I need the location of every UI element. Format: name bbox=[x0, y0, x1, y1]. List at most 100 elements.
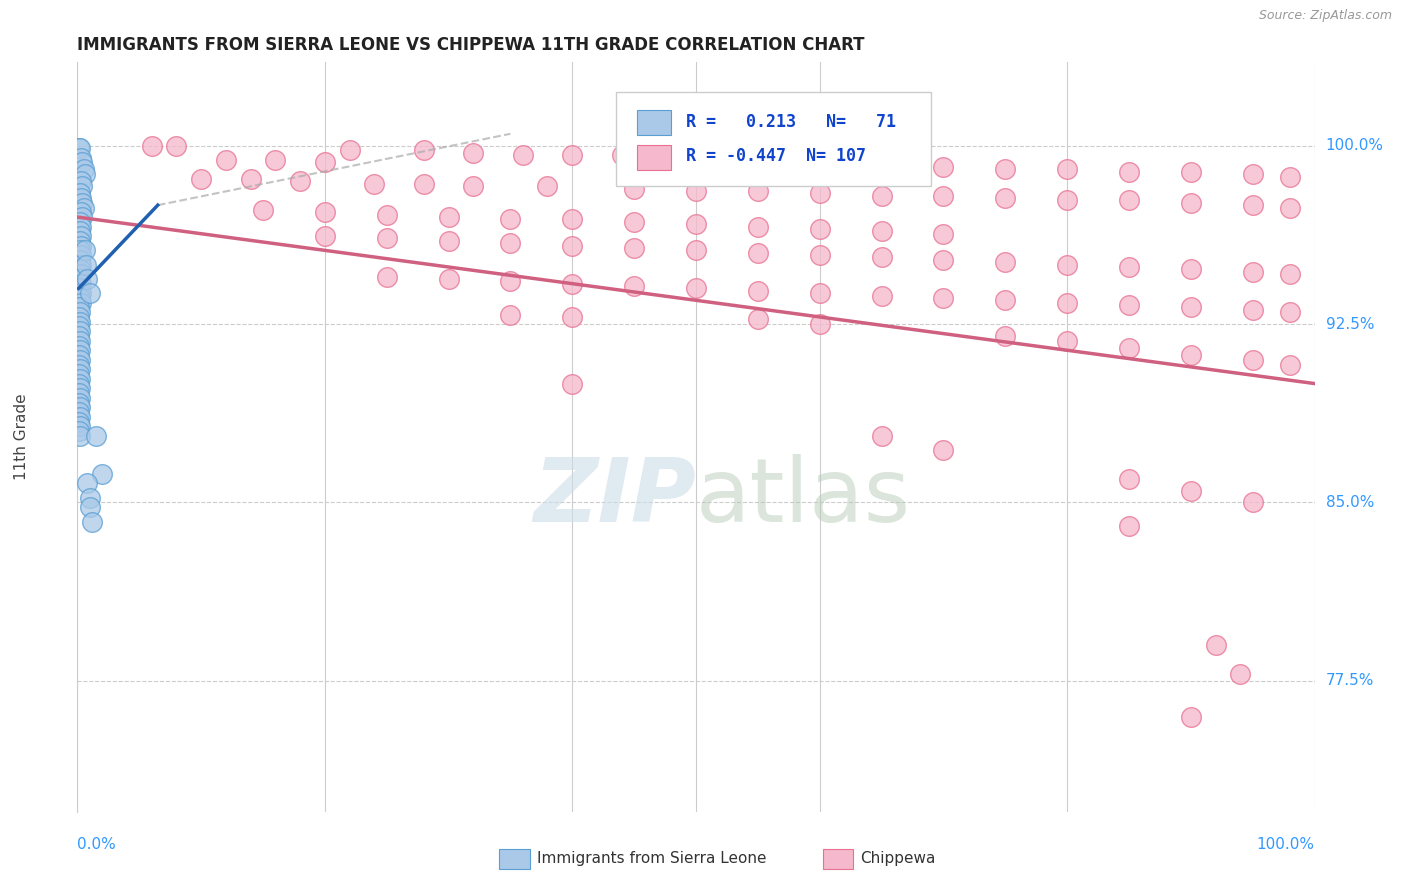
Point bbox=[1180, 165, 1202, 179]
Point bbox=[412, 177, 434, 191]
Point bbox=[215, 153, 238, 167]
Point bbox=[1205, 638, 1227, 652]
Point bbox=[69, 343, 91, 358]
Point bbox=[375, 231, 398, 245]
Point bbox=[932, 291, 955, 305]
Point bbox=[375, 269, 398, 284]
Point bbox=[412, 144, 434, 158]
Point bbox=[73, 167, 96, 181]
Point bbox=[747, 219, 769, 234]
Point bbox=[1180, 483, 1202, 498]
Point bbox=[69, 252, 91, 267]
Point bbox=[70, 219, 93, 234]
Point bbox=[1056, 194, 1078, 208]
Point bbox=[67, 405, 90, 419]
Point bbox=[69, 141, 91, 155]
Text: ZIP: ZIP bbox=[533, 453, 696, 541]
Point bbox=[72, 155, 94, 169]
Point bbox=[69, 186, 91, 201]
Point bbox=[67, 338, 90, 352]
Point bbox=[69, 362, 91, 376]
Point bbox=[73, 244, 96, 258]
Point bbox=[1056, 258, 1078, 272]
Point bbox=[69, 352, 91, 367]
Point bbox=[1229, 666, 1251, 681]
Point bbox=[67, 319, 90, 334]
Point bbox=[1118, 341, 1140, 355]
Point bbox=[561, 238, 583, 252]
Point bbox=[1118, 519, 1140, 533]
Point bbox=[288, 174, 311, 188]
Point bbox=[165, 138, 187, 153]
Point bbox=[932, 227, 955, 241]
Point bbox=[994, 329, 1017, 343]
Point bbox=[70, 248, 93, 262]
Text: 77.5%: 77.5% bbox=[1326, 673, 1374, 689]
Point bbox=[463, 179, 485, 194]
Point bbox=[870, 429, 893, 443]
Point bbox=[69, 409, 91, 424]
Point bbox=[375, 208, 398, 222]
Point bbox=[994, 255, 1017, 269]
Text: Source: ZipAtlas.com: Source: ZipAtlas.com bbox=[1258, 9, 1392, 22]
Point bbox=[1241, 198, 1264, 212]
Point bbox=[67, 358, 90, 372]
Point bbox=[67, 301, 90, 315]
Point bbox=[808, 222, 831, 236]
Point bbox=[808, 186, 831, 201]
Point bbox=[1118, 298, 1140, 312]
Point bbox=[1278, 358, 1301, 372]
Point bbox=[79, 500, 101, 515]
Point bbox=[870, 288, 893, 302]
Point bbox=[72, 210, 94, 224]
Point bbox=[870, 251, 893, 265]
Text: atlas: atlas bbox=[696, 453, 911, 541]
Text: 100.0%: 100.0% bbox=[1257, 837, 1315, 852]
Point bbox=[512, 148, 534, 162]
Point bbox=[67, 376, 90, 391]
Text: 85.0%: 85.0% bbox=[1326, 495, 1374, 510]
Point bbox=[994, 293, 1017, 308]
Point bbox=[82, 515, 104, 529]
Point bbox=[1118, 194, 1140, 208]
Point bbox=[1180, 709, 1202, 723]
Point bbox=[69, 372, 91, 386]
Point bbox=[932, 160, 955, 174]
Point bbox=[1278, 201, 1301, 215]
Point bbox=[1278, 267, 1301, 281]
Point bbox=[69, 272, 91, 286]
Point bbox=[141, 138, 163, 153]
Text: 100.0%: 100.0% bbox=[1326, 138, 1384, 153]
Point bbox=[808, 248, 831, 262]
Point bbox=[1118, 165, 1140, 179]
Text: Immigrants from Sierra Leone: Immigrants from Sierra Leone bbox=[537, 852, 766, 866]
Point bbox=[1056, 334, 1078, 348]
Point bbox=[252, 202, 274, 217]
Point bbox=[1180, 348, 1202, 362]
Point bbox=[69, 401, 91, 415]
Point bbox=[747, 284, 769, 298]
Point bbox=[808, 158, 831, 172]
Point bbox=[932, 188, 955, 202]
Point bbox=[808, 317, 831, 331]
Point bbox=[339, 144, 361, 158]
Point bbox=[747, 184, 769, 198]
Point bbox=[69, 305, 91, 319]
Point bbox=[1241, 352, 1264, 367]
Point bbox=[1241, 302, 1264, 317]
Point bbox=[79, 491, 101, 505]
Point bbox=[70, 151, 93, 165]
Point bbox=[1056, 162, 1078, 177]
Point bbox=[808, 286, 831, 301]
Point bbox=[70, 205, 93, 219]
Point bbox=[314, 155, 336, 169]
Text: R =   0.213   N=   71: R = 0.213 N= 71 bbox=[686, 113, 896, 131]
Point bbox=[70, 277, 93, 291]
Point bbox=[69, 281, 91, 295]
Point bbox=[314, 205, 336, 219]
Point bbox=[536, 179, 558, 194]
Point bbox=[69, 262, 91, 277]
Point bbox=[870, 160, 893, 174]
Point bbox=[70, 258, 93, 272]
Point bbox=[67, 329, 90, 343]
